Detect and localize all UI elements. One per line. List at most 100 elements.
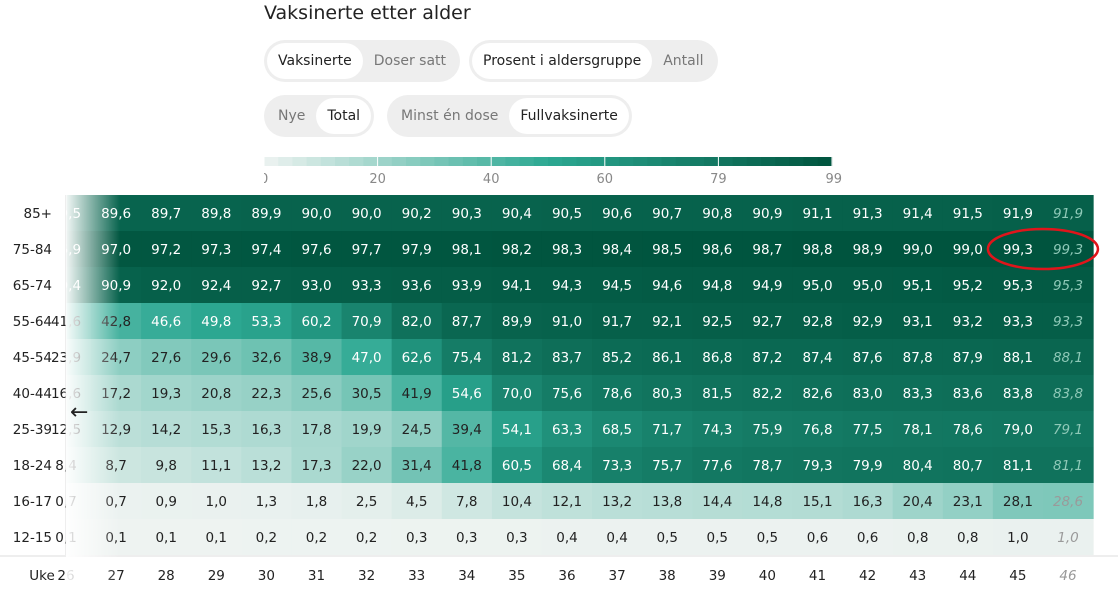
cell-value: 80,4 [903, 458, 933, 474]
heatmap-cell [1042, 519, 1094, 555]
cell-value: 86,8 [702, 350, 732, 366]
cell-value: 91,9 [1003, 206, 1033, 222]
heatmap-cell [942, 447, 994, 483]
heatmap-cell [892, 339, 944, 375]
heatmap-cell [141, 231, 192, 267]
heatmap-cell [441, 411, 493, 447]
cell-value: 75,7 [652, 458, 682, 474]
cell-value: 92,7 [752, 314, 782, 330]
heatmap-cell [942, 411, 994, 447]
heatmap-cell [692, 375, 743, 411]
cell-value: 20,4 [903, 494, 933, 510]
heatmap-cell [742, 195, 794, 231]
heatmap-cell [441, 447, 493, 483]
heatmap-cell [792, 339, 844, 375]
cell-value: 17,3 [301, 458, 331, 474]
legend-swatch [775, 157, 790, 166]
legend-swatch [519, 157, 535, 166]
cell-value: 27,6 [151, 350, 181, 366]
legend-tick-label: 99 [825, 172, 842, 187]
cell-value: 10,4 [502, 494, 532, 510]
cell-value: 86,1 [652, 350, 682, 366]
cell-value: 83,8 [1053, 386, 1083, 402]
heatmap-cell [692, 267, 743, 303]
cell-value: 87,8 [903, 350, 933, 366]
heatmap-cell [892, 303, 944, 339]
toggle-total[interactable]: Total [316, 98, 372, 134]
legend-tick-label: 40 [483, 172, 500, 187]
heatmap-cell [341, 447, 393, 483]
cell-value: 22,3 [251, 386, 281, 402]
heatmap-cell [642, 303, 693, 339]
toggle-prosent[interactable]: Prosent i aldersgruppe [472, 43, 653, 79]
row-label: 12-15 [13, 530, 52, 546]
legend-swatch [633, 157, 648, 166]
heatmap-cell [992, 483, 1044, 519]
heatmap-cell [992, 411, 1044, 447]
row-label: 85+ [24, 206, 53, 222]
cell-value: 0,5 [656, 530, 677, 546]
heatmap-cell [692, 339, 743, 375]
cell-value: 15,3 [201, 422, 231, 438]
cell-value: 0,1 [206, 530, 227, 546]
cell-value: 97,0 [101, 242, 131, 258]
heatmap-cell [592, 339, 643, 375]
toggle-doser-satt[interactable]: Doser satt [373, 53, 447, 69]
cell-value: 80,7 [953, 458, 983, 474]
heatmap-cell [341, 411, 393, 447]
toggle-antall[interactable]: Antall [663, 53, 704, 69]
cell-value: 97,9 [402, 242, 432, 258]
heatmap-cell [391, 231, 443, 267]
legend-swatch [448, 157, 464, 166]
toggle-minst-en-dose[interactable]: Minst én dose [401, 108, 499, 124]
legend-swatch [377, 157, 393, 166]
heatmap-cell [441, 231, 493, 267]
heatmap-cell [942, 303, 994, 339]
heatmap-cell [692, 447, 743, 483]
heatmap-cell [892, 195, 944, 231]
cell-value: 80,3 [652, 386, 682, 402]
cell-value: 16,3 [853, 494, 883, 510]
cell-value: 11,1 [201, 458, 231, 474]
heatmap-cell [1042, 411, 1094, 447]
heatmap-cell [191, 447, 242, 483]
heatmap-cell [541, 303, 593, 339]
heatmap-cell [491, 339, 543, 375]
cell-value: 81,1 [1003, 458, 1033, 474]
heatmap-cell [592, 483, 643, 519]
cell-value: 28,6 [1053, 494, 1083, 510]
cell-value: 12,1 [552, 494, 582, 510]
scroll-left-arrow-icon[interactable]: ← [70, 400, 89, 425]
heatmap-cell [1042, 195, 1094, 231]
cell-value: 97,7 [352, 242, 382, 258]
cell-value: 0,5 [757, 530, 778, 546]
legend-swatch [462, 157, 478, 166]
heatmap-cell [541, 483, 593, 519]
heatmap-cell [191, 267, 242, 303]
cell-value: 89,9 [502, 314, 532, 330]
toggle-vaksinerte[interactable]: Vaksinerte [267, 43, 363, 79]
heatmap-cell [942, 375, 994, 411]
legend-swatch [604, 157, 620, 166]
cell-value: 75,4 [452, 350, 482, 366]
cell-value: 49,8 [201, 314, 231, 330]
cell-value: 41,9 [402, 386, 432, 402]
cell-value: 91,7 [602, 314, 632, 330]
toggle-nye[interactable]: Nye [278, 108, 306, 124]
cell-value: 90,2 [402, 206, 432, 222]
legend-swatch [661, 157, 677, 166]
heatmap-cell [441, 267, 493, 303]
heatmap-cell [291, 483, 343, 519]
cell-value: 0,2 [356, 530, 377, 546]
cell-value: 1,8 [306, 494, 327, 510]
heatmap-cell [491, 375, 543, 411]
x-tick-label: 37 [609, 568, 626, 584]
cell-value: 93,3 [1053, 314, 1083, 330]
cell-value: 8,7 [105, 458, 126, 474]
heatmap-cell [892, 267, 944, 303]
row-label: 75-84 [13, 242, 52, 258]
toggle-fullvaksinerte[interactable]: Fullvaksinerte [509, 98, 629, 134]
heatmap-cell [341, 231, 393, 267]
heatmap-cell [241, 411, 293, 447]
heatmap-cell [191, 483, 242, 519]
